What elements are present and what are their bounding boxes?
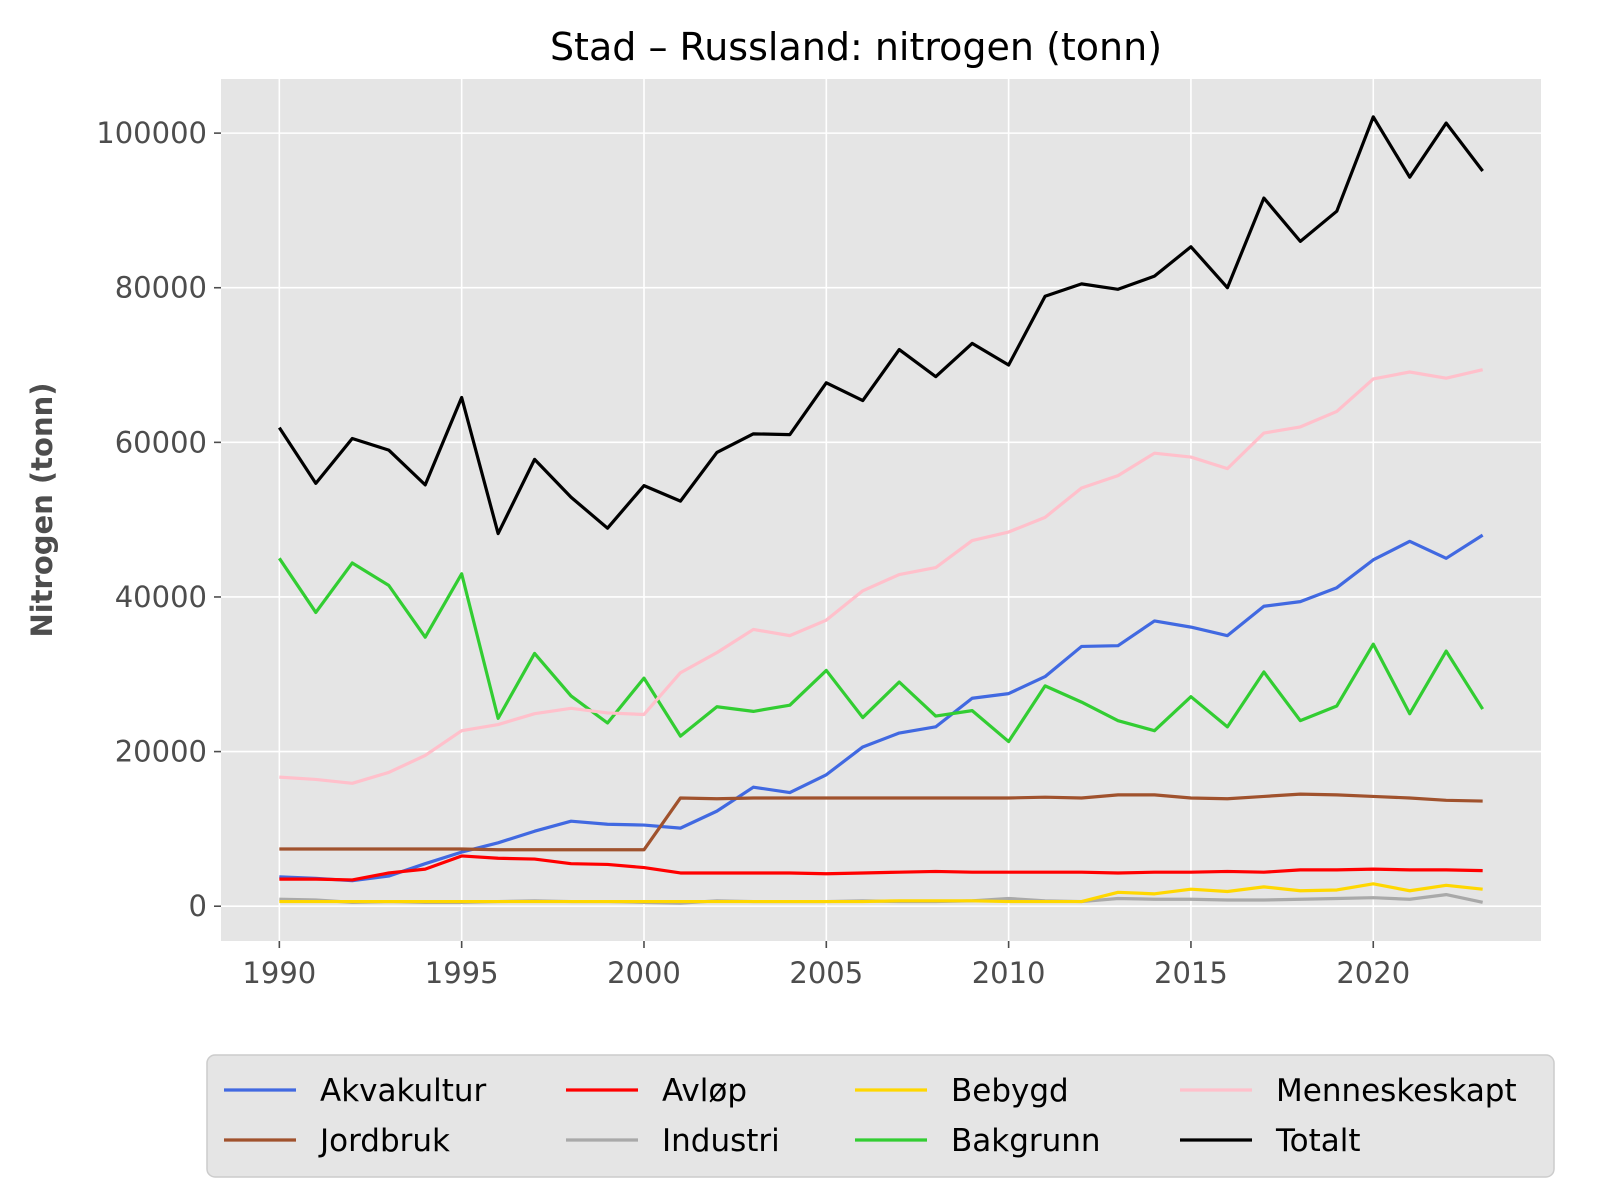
series-line-avlop [279, 854, 1483, 882]
y-tick-label: 0 [189, 889, 207, 923]
x-tick-label: 2015 [1154, 956, 1228, 990]
chart-title: Stad – Russland: nitrogen (tonn) [550, 25, 1162, 69]
y-tick-label: 60000 [115, 425, 207, 459]
series-line-bebygd [279, 882, 1483, 904]
legend-item-bebygd: Bebygd [855, 1073, 1069, 1109]
legend-item-menneskeskapt: Menneskeskapt [1180, 1073, 1517, 1109]
legend-label: Avløp [662, 1073, 747, 1109]
x-tick-label: 1990 [242, 956, 316, 990]
y-tick-label: 80000 [115, 271, 207, 305]
legend-label: Jordbruk [318, 1123, 450, 1159]
legend-item-avlop: Avløp [566, 1073, 747, 1109]
x-tick-label: 2005 [789, 956, 863, 990]
series-lines [278, 115, 1485, 905]
y-tick-label: 20000 [115, 735, 207, 769]
x-axis-ticks: 1990 1995 2000 2005 2010 2015 2020 [242, 941, 1410, 990]
legend-item-industri: Industri [566, 1123, 780, 1159]
series-line-bakgrunn [278, 557, 1485, 744]
legend-item-totalt: Totalt [1180, 1123, 1361, 1159]
y-tick-label: 40000 [115, 580, 207, 614]
legend-item-akvakultur: Akvakultur [224, 1073, 487, 1109]
series-line-akvakultur [279, 533, 1484, 883]
series-line-menneskeskapt [279, 368, 1484, 785]
y-axis-ticks: 0 20000 40000 60000 80000 100000 [96, 116, 221, 923]
x-tick-label: 2010 [972, 956, 1046, 990]
legend-item-bakgrunn: Bakgrunn [855, 1123, 1101, 1159]
series-line-totalt [278, 115, 1484, 536]
legend-label: Bebygd [951, 1073, 1069, 1109]
legend-label: Menneskeskapt [1276, 1073, 1517, 1109]
plot-area [221, 79, 1541, 941]
legend-label: Totalt [1275, 1123, 1361, 1159]
x-tick-label: 2020 [1336, 956, 1410, 990]
legend-label: Bakgrunn [951, 1123, 1101, 1159]
legend-frame [206, 1054, 1555, 1178]
legend: Akvakultur Avløp Bebygd Menneskeskapt Jordbr… [206, 1054, 1555, 1178]
legend-item-jordbruk: Jordbruk [224, 1123, 450, 1159]
y-tick-label: 100000 [96, 116, 207, 150]
series-line-jordbruk [279, 792, 1483, 852]
legend-label: Akvakultur [320, 1073, 487, 1109]
x-tick-label: 2000 [607, 956, 681, 990]
y-axis-label: Nitrogen (tonn) [25, 382, 59, 637]
legend-label: Industri [662, 1123, 780, 1159]
x-tick-label: 1995 [425, 956, 499, 990]
